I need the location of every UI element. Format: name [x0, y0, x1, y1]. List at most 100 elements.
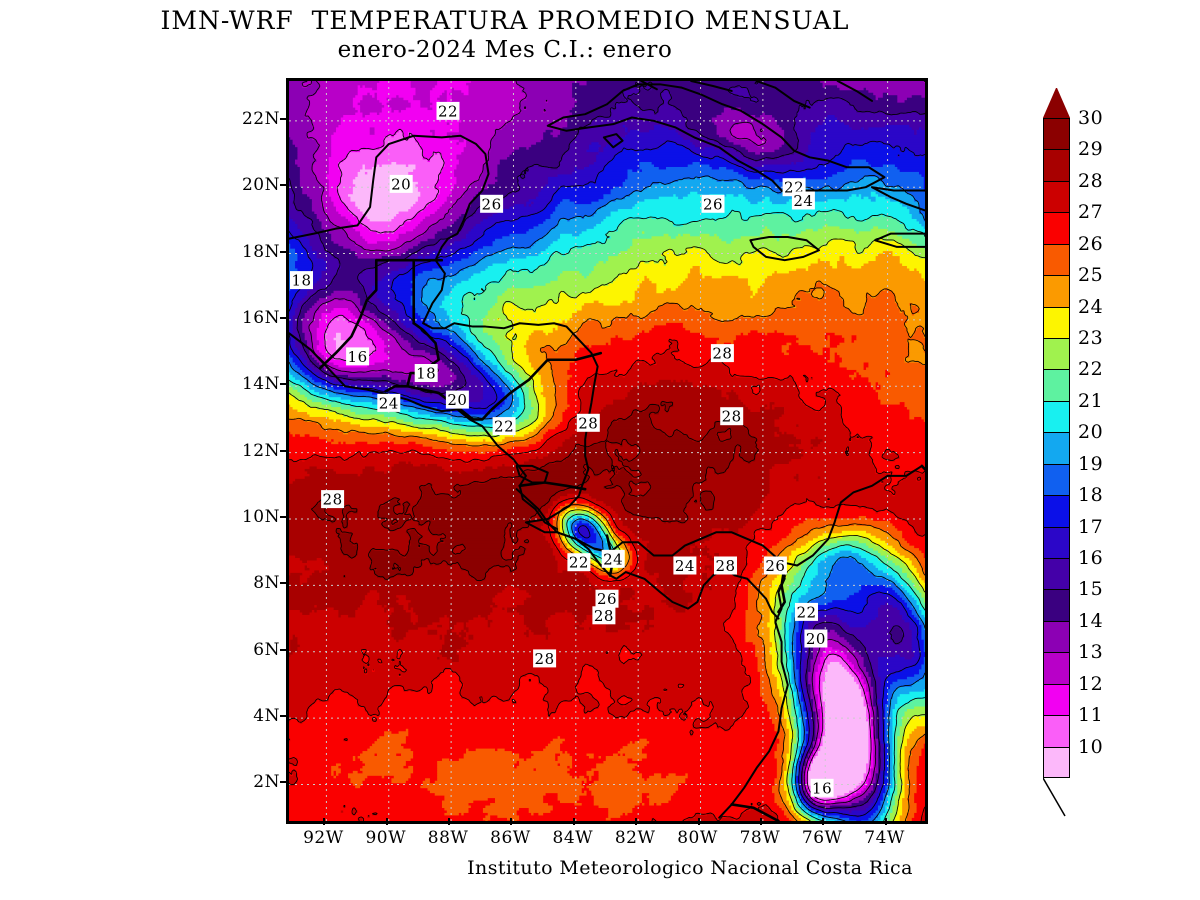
contour-label: 22: [567, 553, 591, 572]
longitude-tick-mark: [822, 818, 825, 825]
colorbar-tick-label: 16: [1078, 547, 1104, 569]
latitude-tick-mark: [280, 781, 287, 784]
colorbar-segment: [1043, 400, 1070, 433]
latitude-tick-mark: [280, 449, 287, 452]
colorbar-tick-label: 28: [1078, 169, 1104, 192]
latitude-tick-label: 10N: [241, 507, 280, 528]
contour-label: 20: [445, 390, 469, 409]
longitude-tick-label: 90W: [365, 828, 407, 848]
contour-label: 22: [436, 101, 460, 120]
colorbar-segment: [1043, 715, 1070, 747]
colorbar-segment: [1043, 118, 1070, 150]
longitude-tick-label: 80W: [677, 828, 718, 848]
contour-label: 16: [810, 778, 834, 797]
longitude-tick-label: 78W: [739, 828, 781, 848]
colorbar: [1043, 118, 1070, 778]
contour-label: 28: [592, 606, 616, 625]
longitude-tick-label: 88W: [427, 828, 469, 848]
latitude-tick-label: 18N: [241, 241, 280, 262]
chart-title-block: IMN-WRF TEMPERATURA PROMEDIO MENSUAL ene…: [0, 6, 1010, 64]
colorbar-segment: [1043, 683, 1070, 716]
colorbar-max-triangle-icon: [1042, 86, 1071, 120]
latitude-tick-label: 14N: [241, 374, 280, 395]
contour-label: 18: [290, 271, 313, 290]
contour-label: 24: [601, 549, 625, 568]
colorbar-segment: [1043, 243, 1070, 276]
contour-label: 26: [595, 589, 619, 608]
longitude-tick-label: 92W: [303, 828, 344, 848]
longitude-tick-label: 74W: [864, 828, 905, 848]
colorbar-segment: [1043, 180, 1070, 213]
latitude-tick-label: 16N: [241, 307, 280, 328]
colorbar-arrow-max-icon: [1042, 86, 1071, 120]
latitude-tick-label: 20N: [241, 175, 280, 196]
longitude-tick-mark: [323, 818, 326, 825]
colorbar-tick-label: 19: [1078, 452, 1104, 475]
colorbar-tick-label: 30: [1078, 107, 1104, 129]
colorbar-tick-label: 21: [1078, 389, 1104, 412]
colorbar-segment: [1043, 746, 1070, 778]
contour-label: 18: [414, 364, 438, 383]
latitude-tick-label: 12N: [241, 440, 280, 461]
longitude-axis: 92W 90W 88W 86W 84W 82W 80W 78W 76W 74W: [286, 824, 922, 854]
map-canvas: 22 20 26 26 22 24 18 16 18 24 20 22 28 28 28 28 22 24 24 28…: [289, 81, 925, 821]
contour-label: 20: [804, 629, 828, 648]
latitude-tick-mark: [280, 582, 287, 585]
page-subtitle: enero-2024 Mes C.I.: enero: [337, 37, 673, 63]
colorbar-segment: [1043, 652, 1070, 684]
colorbar-segment: [1043, 338, 1070, 370]
colorbar-tick-label: 15: [1078, 578, 1104, 601]
page-title: IMN-WRF TEMPERATURA PROMEDIO MENSUAL: [160, 6, 850, 35]
contour-label: 28: [714, 556, 737, 575]
colorbar-segment: [1043, 149, 1070, 181]
colorbar-tick-label: 27: [1078, 201, 1104, 224]
colorbar-segment: [1043, 620, 1070, 653]
colorbar-segment: [1043, 589, 1070, 621]
longitude-tick-mark: [635, 818, 638, 825]
colorbar-tick-label: 17: [1078, 515, 1104, 538]
longitude-tick-mark: [759, 818, 762, 825]
map-plot-area: 22 20 26 26 22 24 18 16 18 24 20 22 28 28 28 28 22 24 24 28…: [286, 78, 928, 824]
contour-label: 28: [533, 649, 557, 668]
colorbar-segment: [1043, 558, 1070, 590]
colorbar-segment: [1043, 369, 1070, 401]
colorbar-segment: [1043, 432, 1070, 464]
colorbar-tick-label: 23: [1078, 327, 1104, 349]
longitude-tick-mark: [510, 818, 513, 825]
latitude-tick-mark: [280, 184, 287, 187]
latitude-tick-mark: [280, 516, 287, 519]
longitude-tick-mark: [884, 818, 887, 825]
contour-label: 22: [492, 417, 516, 436]
contour-label: 28: [576, 413, 600, 432]
longitude-tick-label: 86W: [490, 828, 531, 848]
contour-label: 26: [701, 194, 725, 213]
colorbar-tick-label: 22: [1078, 358, 1104, 381]
contour-label: 26: [763, 556, 787, 575]
contour-label: 24: [673, 556, 697, 575]
colorbar-segment: [1043, 495, 1070, 527]
colorbar-tick-label: 29: [1078, 138, 1104, 161]
contour-label: 28: [321, 490, 345, 509]
footer-credit: Instituto Meteorologico Nacional Costa R…: [467, 857, 913, 879]
contour-label: 24: [377, 393, 401, 412]
colorbar-tick-label: 24: [1078, 295, 1104, 318]
colorbar-segment: [1043, 275, 1070, 307]
longitude-tick-label: 84W: [552, 828, 594, 848]
contour-label: 26: [480, 194, 504, 213]
colorbar-segment: [1043, 212, 1070, 244]
contour-label: 28: [710, 344, 734, 363]
colorbar-segment: [1043, 526, 1070, 558]
longitude-tick-mark: [385, 818, 388, 825]
contour-label: 24: [791, 191, 815, 210]
longitude-tick-label: 82W: [614, 828, 656, 848]
colorbar-tick-label: 13: [1078, 641, 1104, 664]
latitude-tick-mark: [280, 316, 287, 319]
longitude-tick-mark: [572, 818, 575, 825]
colorbar-tick-label: 12: [1078, 672, 1104, 695]
longitude-tick-label: 76W: [801, 828, 843, 848]
colorbar-tick-label: 25: [1078, 264, 1104, 287]
colorbar-tick-label: 11: [1078, 704, 1104, 727]
latitude-axis: 2N 4N 6N 8N 10N 12N 14N 16N 18N 20N 22N: [238, 78, 280, 818]
